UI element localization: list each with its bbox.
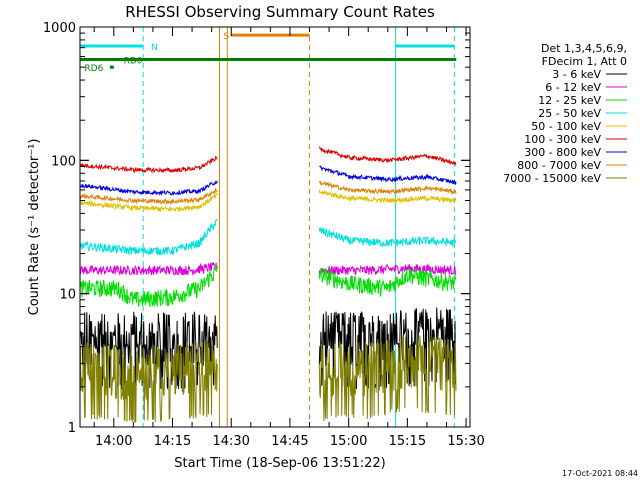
legend: Det 1,3,4,5,6,9,FDecim 1, Att 03 - 6 keV… (503, 42, 627, 185)
series-line (79, 180, 218, 196)
x-tick-label: 14:00 (95, 434, 132, 449)
series-line (79, 311, 218, 391)
y-axis: 1 10 100 1000 (43, 21, 470, 436)
legend-header: Det 1,3,4,5,6,9, (541, 42, 627, 55)
status-bar-label: RD0 (124, 57, 143, 67)
legend-entry-label: 12 - 25 keV (538, 94, 601, 107)
series-line (318, 189, 457, 204)
legend-entry-label: 3 - 6 keV (552, 68, 601, 81)
series-line (79, 264, 218, 308)
series-line (79, 262, 218, 276)
series-line (318, 180, 457, 196)
y-tick-label: 1000 (43, 21, 76, 36)
legend-entry-label: 50 - 100 keV (531, 120, 601, 133)
series-line (79, 155, 218, 174)
series-line (318, 263, 457, 276)
y-axis-label: Count Rate (s⁻¹ detector⁻¹) (27, 139, 42, 316)
x-tick-label: 15:30 (447, 434, 484, 449)
series-line (79, 218, 218, 256)
legend-entry-label: 300 - 800 keV (524, 146, 601, 159)
legend-entry-label: 6 - 12 keV (545, 81, 601, 94)
timestamp: 17-Oct-2021 08:44 (562, 469, 638, 478)
series-line (318, 335, 457, 422)
x-tick-label: 14:15 (154, 434, 191, 449)
series-line (318, 145, 457, 166)
x-axis: 14:00 14:15 14:30 14:45 15:00 15:15 15:30 (93, 27, 485, 449)
series-line (319, 165, 457, 185)
series-line (318, 227, 457, 248)
chart-title: RHESSI Observing Summary Count Rates (125, 3, 435, 21)
plot-frame (79, 26, 471, 428)
series-line (318, 267, 457, 297)
legend-header: FDecim 1, Att 0 (542, 55, 627, 68)
y-tick-label: 1 (68, 421, 76, 436)
x-tick-label: 14:45 (271, 434, 308, 449)
series-line (79, 339, 218, 423)
x-tick-label: 15:00 (330, 434, 367, 449)
status-bar-label: RD6 (84, 64, 103, 74)
legend-entry-label: 7000 - 15000 keV (503, 172, 601, 185)
y-tick-label: 100 (51, 154, 76, 169)
legend-entry-label: 25 - 50 keV (538, 107, 601, 120)
series-line (79, 187, 218, 206)
x-tick-label: 14:30 (212, 434, 249, 449)
legend-entry-label: 800 - 7000 keV (517, 159, 601, 172)
x-axis-label: Start Time (18-Sep-06 13:51:22) (174, 456, 385, 471)
x-tick-label: 15:15 (389, 434, 426, 449)
annotation-layer: N S RD0 RD6 (79, 27, 457, 427)
series-layer (79, 145, 457, 423)
series-line (79, 192, 218, 213)
legend-entry-label: 100 - 300 keV (524, 133, 601, 146)
status-bar-label: N (151, 43, 158, 53)
y-tick-label: 10 (59, 288, 76, 303)
status-bar-label: S (223, 32, 229, 42)
